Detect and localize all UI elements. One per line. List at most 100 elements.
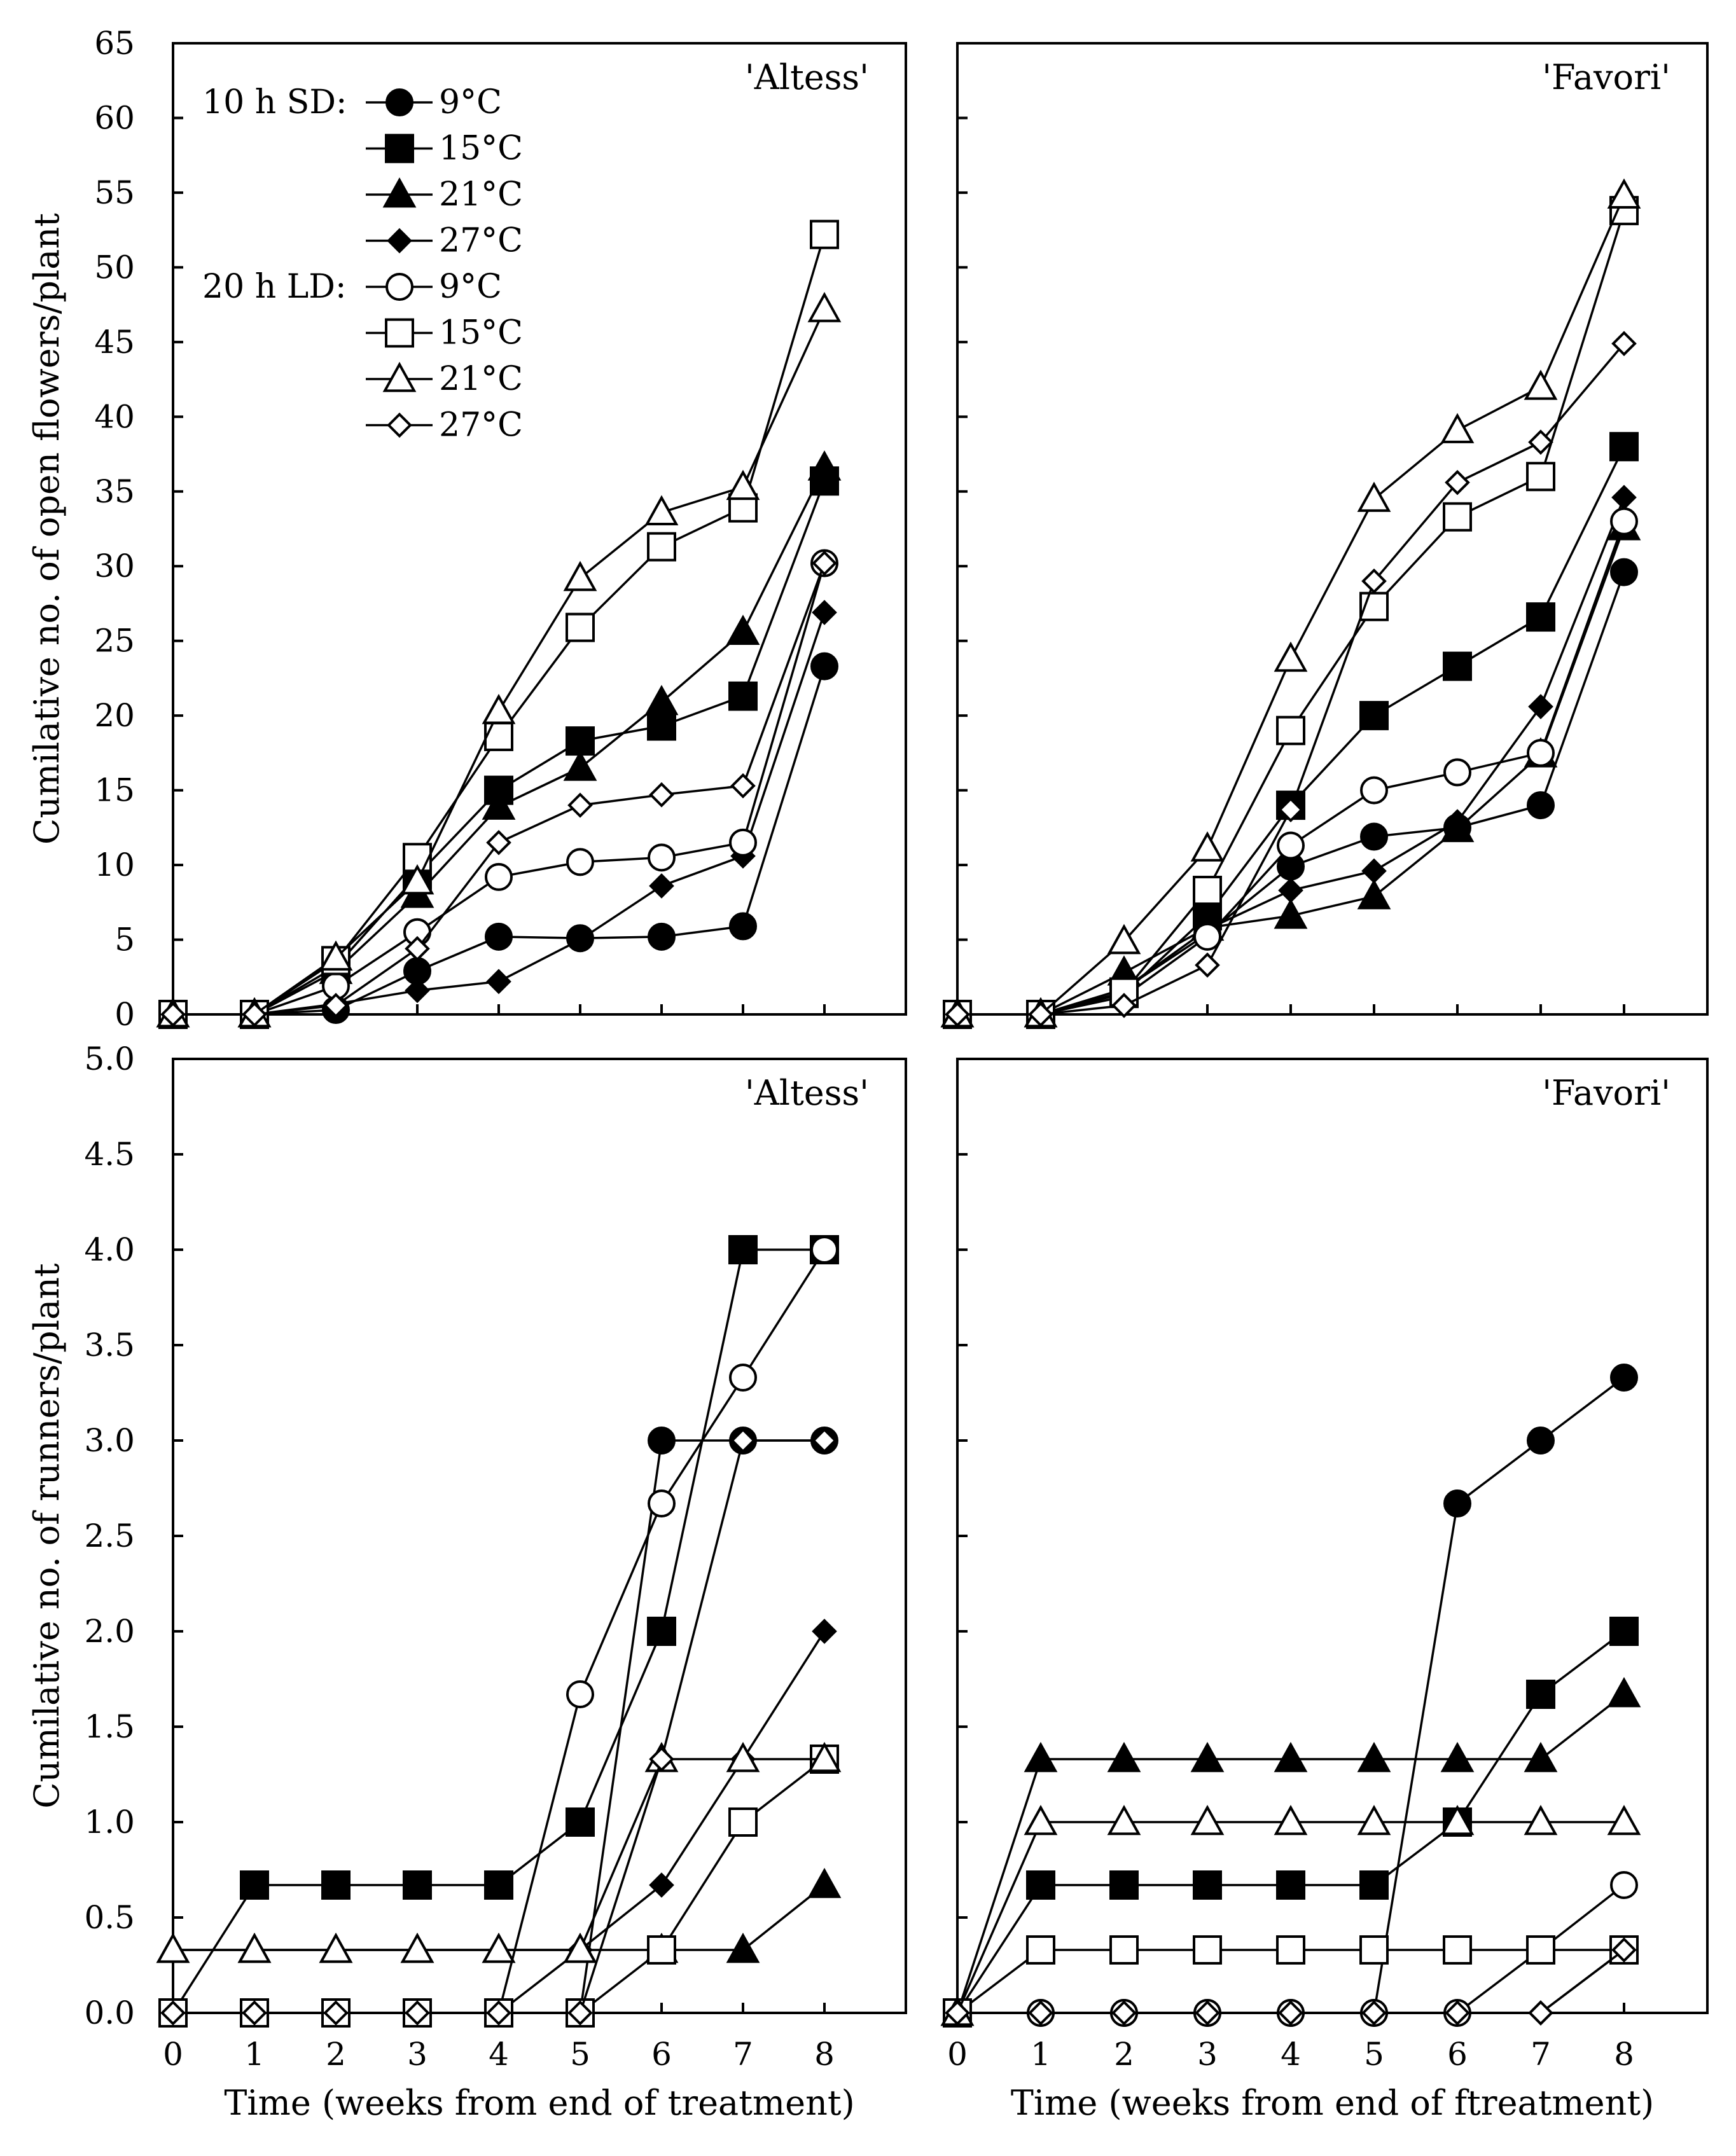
data-point (482, 789, 516, 820)
data-point (1528, 694, 1553, 719)
data-point (563, 560, 597, 591)
x-tick-label: 4 (489, 2036, 509, 2073)
data-point (647, 532, 676, 562)
legend-group-title: 20 h LD: (202, 268, 346, 306)
data-point (1360, 822, 1388, 851)
data-point (1359, 1870, 1389, 1900)
x-tick-label: 6 (651, 2036, 672, 2073)
data-point (1440, 1804, 1475, 1835)
data-point (1359, 1935, 1389, 1965)
legend-label: 15°C (439, 130, 523, 168)
data-point (1024, 1804, 1058, 1835)
data-point (1277, 831, 1305, 860)
panel-favori-runners: 0 1 2 3 4 5 6 7 8 'Favori' Time (weeks from end of… (940, 1058, 1709, 2123)
x-tick-label: 5 (1364, 2036, 1384, 2073)
x-tick-label: 6 (1447, 2036, 1468, 2073)
legend: 10 h SD: 20 h LD: 9°C 15°C 21°C 27°C 9°C 15°C 21… (202, 83, 523, 445)
y-tick-label: 0.5 (84, 1899, 135, 1936)
data-point (648, 922, 676, 951)
data-point (1445, 2000, 1470, 2026)
data-point (726, 469, 760, 501)
data-point (1607, 178, 1641, 209)
data-point (405, 978, 430, 1004)
data-point (1190, 1804, 1225, 1835)
x-tick-label: 2 (1114, 2036, 1134, 2073)
legend-marker (387, 412, 412, 438)
series (945, 1937, 1637, 2026)
data-point (1607, 1676, 1641, 1708)
data-point (649, 1872, 674, 1898)
data-point (1527, 738, 1555, 767)
data-point (1445, 809, 1470, 834)
data-point (644, 684, 679, 715)
legend-marker (387, 228, 412, 254)
data-point (649, 1746, 674, 1772)
data-point (1278, 797, 1303, 822)
series (159, 1236, 838, 2027)
x-tick-label: 8 (814, 2036, 835, 2073)
legend-marker (382, 177, 417, 208)
data-point (945, 2000, 970, 2026)
panel-altess-flowers: 0 5 10 15 20 25 30 35 40 45 50 55 60 65 'Altess' Cumila… (27, 25, 907, 1033)
data-point (1111, 993, 1137, 1018)
data-point (1527, 791, 1555, 820)
y-tick-label: 1.0 (84, 1804, 135, 1841)
data-point (484, 722, 513, 752)
data-point (807, 1741, 842, 1772)
y-tick-label: 1.5 (84, 1708, 135, 1745)
data-point (566, 612, 595, 642)
legend-label: 27°C (439, 222, 523, 260)
legend-marker (385, 273, 413, 301)
data-point (1443, 1935, 1472, 1965)
plot-frame (956, 42, 1709, 1016)
data-point (807, 1867, 842, 1898)
data-point (482, 693, 516, 724)
data-point (647, 1935, 676, 1965)
x-tick-label: 0 (947, 2036, 968, 2073)
legend-label: 9°C (439, 268, 502, 306)
data-point (156, 1932, 190, 1963)
series (940, 1804, 1641, 2026)
series (940, 510, 1641, 1028)
data-point (1274, 1741, 1308, 1772)
data-point (485, 922, 513, 951)
data-point (1278, 2000, 1303, 2026)
data-point (405, 936, 430, 962)
data-point (1193, 1870, 1222, 1900)
data-point (486, 2000, 511, 2026)
data-point (240, 1870, 269, 1900)
data-point (726, 614, 760, 645)
data-point (567, 792, 593, 818)
data-point (160, 1002, 186, 1027)
data-point (1526, 1935, 1555, 1965)
series-line (173, 1439, 824, 2014)
data-point (812, 600, 837, 625)
series-line (956, 1821, 1624, 2014)
legend-group-title: 10 h SD: (202, 83, 347, 121)
x-tick-label: 8 (1614, 2036, 1634, 2073)
data-point (1107, 1741, 1141, 1772)
data-point (1028, 1002, 1053, 1027)
data-point (1190, 831, 1225, 862)
data-point (567, 927, 593, 953)
data-point (1357, 1804, 1391, 1835)
y-axis-label: Cumilative no. of open flowers/plant (27, 213, 67, 845)
data-point (1610, 558, 1638, 586)
plot-frame (172, 42, 907, 1016)
series (943, 1617, 1639, 2028)
legend-marker (385, 318, 414, 348)
data-point (1443, 1489, 1471, 1517)
legend-label: 21°C (439, 360, 523, 398)
data-point (729, 828, 757, 857)
data-point (403, 1870, 432, 1900)
data-point (648, 1427, 676, 1455)
x-tick-label: 2 (326, 2036, 346, 2073)
x-axis-label: Time (weeks from end of ftreatment) (1011, 2083, 1654, 2123)
data-point (1528, 429, 1553, 455)
data-point (321, 1870, 351, 1900)
panel-title: 'Altess' (745, 57, 869, 97)
data-point (1611, 331, 1637, 357)
data-point (1440, 413, 1475, 443)
series-line (957, 1376, 1625, 2014)
data-point (1109, 1935, 1139, 1965)
